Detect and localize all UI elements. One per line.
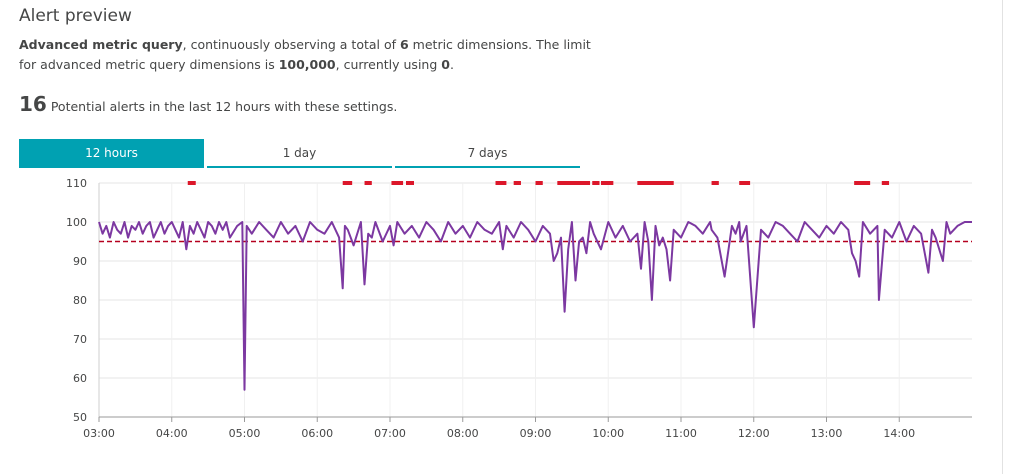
y-tick-label: 90	[73, 255, 87, 268]
x-tick-label: 13:00	[811, 427, 843, 440]
metric-series-line	[98, 221, 972, 391]
y-tick-label: 70	[73, 333, 87, 346]
tab-7-days[interactable]: 7 days	[395, 139, 580, 168]
query-type: Advanced metric query	[19, 37, 183, 52]
x-tick-label: 12:00	[738, 427, 770, 440]
x-tick-label: 08:00	[447, 427, 479, 440]
x-tick-label: 11:00	[665, 427, 697, 440]
y-tick-label: 100	[66, 216, 87, 229]
alert-summary-text: Potential alerts in the last 12 hours wi…	[50, 99, 398, 114]
desc-text-4: .	[449, 57, 454, 72]
tab-12-hours[interactable]: 12 hours	[19, 139, 204, 168]
desc-text-2: metric dimensions. The limit for advance…	[19, 37, 591, 72]
x-axis: 03:00 04:00 05:00 06:00 07:00 08:00 09:00 10:00…	[83, 416, 972, 440]
desc-text-1: , continuously observing a total of	[182, 37, 400, 52]
description: Advanced metric query, continuously obse…	[19, 35, 599, 75]
x-tick-label: 09:00	[520, 427, 552, 440]
x-tick-label: 10:00	[592, 427, 624, 440]
y-tick-label: 50	[73, 411, 87, 424]
page-title: Alert preview	[19, 6, 132, 26]
x-tick-label: 03:00	[83, 427, 115, 440]
dimension-limit: 100,000	[278, 57, 336, 72]
y-tick-label: 80	[73, 294, 87, 307]
x-tick-label: 05:00	[229, 427, 261, 440]
right-divider	[1002, 0, 1003, 474]
desc-text-3: , currently using	[335, 57, 442, 72]
alert-summary: 16 Potential alerts in the last 12 hours …	[19, 92, 397, 116]
alert-count: 16	[19, 92, 47, 116]
y-tick-label: 110	[66, 177, 87, 190]
x-tick-label: 06:00	[301, 427, 333, 440]
x-tick-label: 07:00	[374, 427, 406, 440]
y-axis: 50 60 70 80 90 100 110	[66, 177, 87, 424]
dimensions-used: 0	[441, 57, 450, 72]
x-tick-label: 14:00	[883, 427, 915, 440]
metric-series	[98, 221, 972, 391]
dimension-count: 6	[400, 37, 409, 52]
y-tick-label: 60	[73, 372, 87, 385]
tab-1-day[interactable]: 1 day	[207, 139, 392, 168]
x-tick-label: 04:00	[156, 427, 188, 440]
